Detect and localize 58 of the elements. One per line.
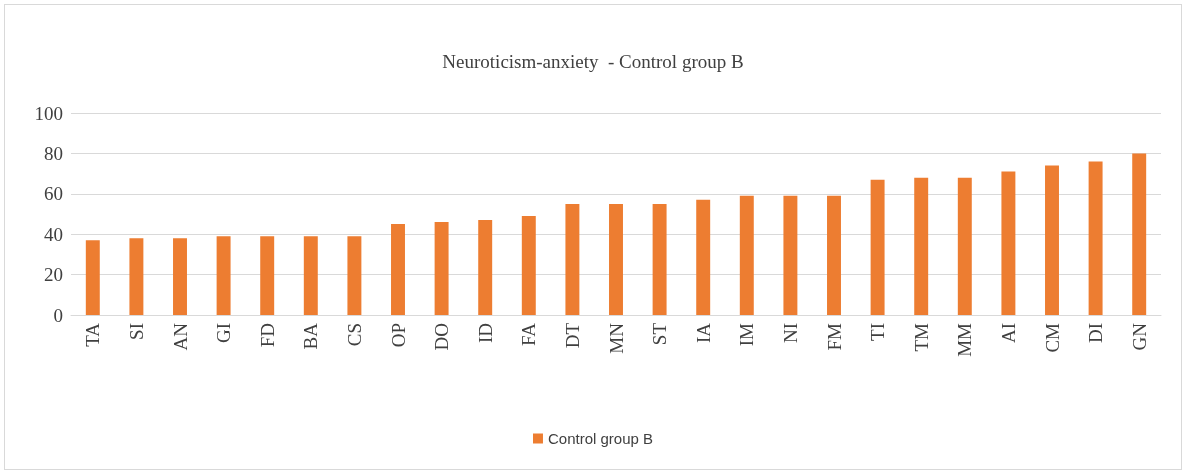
bar — [783, 195, 798, 315]
x-tick-label: AI — [997, 323, 1019, 344]
bar — [216, 236, 231, 315]
y-tick-label: 0 — [53, 304, 63, 326]
x-tick-label: DI — [1085, 323, 1107, 344]
bar — [521, 216, 536, 315]
bar — [478, 220, 493, 315]
x-tick-label: CS — [343, 323, 365, 347]
x-tick-label: CM — [1041, 322, 1063, 353]
x-tick-label: OP — [387, 323, 409, 348]
y-tick-label: 60 — [44, 183, 63, 205]
y-tick-label: 40 — [44, 223, 63, 245]
bar — [260, 236, 275, 315]
bar — [696, 199, 711, 315]
x-tick-label: GN — [1128, 322, 1150, 351]
x-tick-label: FD — [256, 323, 278, 348]
x-tick-label: IA — [692, 322, 714, 344]
bar — [739, 195, 754, 315]
bar — [652, 203, 667, 315]
bar — [303, 236, 318, 315]
x-tick-label: TI — [867, 323, 889, 341]
bar — [347, 236, 362, 315]
bar — [173, 238, 187, 315]
bar — [870, 179, 885, 315]
bar — [1088, 161, 1103, 315]
bar — [565, 203, 580, 315]
x-tick-label: FA — [518, 322, 540, 346]
legend-label: Control group B — [547, 430, 654, 447]
y-tick-label: 100 — [34, 102, 63, 124]
x-tick-label: BA — [300, 322, 322, 350]
bar — [391, 224, 405, 315]
bar — [129, 238, 144, 315]
bar — [434, 222, 449, 315]
chart-title: Neuroticism-anxiety - Control group B — [442, 51, 744, 72]
x-tick-label: NI — [779, 323, 801, 344]
x-tick-label: MN — [605, 322, 627, 354]
x-tick-label: SI — [125, 323, 147, 340]
x-tick-label: IM — [736, 322, 758, 347]
x-tick-label: MM — [954, 322, 976, 357]
x-tick-label: GI — [213, 323, 235, 344]
y-tick-label: 20 — [44, 264, 63, 286]
x-tick-label: DT — [561, 322, 583, 349]
bar — [85, 240, 100, 315]
y-tick-label: 80 — [44, 142, 63, 164]
x-tick-label: TM — [910, 322, 932, 352]
x-tick-label: ST — [649, 322, 671, 346]
x-tick-label: DO — [431, 323, 453, 351]
bar — [1132, 153, 1147, 315]
bar — [957, 177, 972, 315]
bar — [609, 203, 623, 315]
bar — [1001, 171, 1016, 315]
x-tick-label: AN — [169, 322, 191, 351]
x-tick-label: FM — [823, 322, 845, 351]
bar — [827, 195, 841, 315]
bar — [914, 177, 929, 315]
x-tick-label: TA — [82, 322, 104, 347]
bar — [1045, 165, 1059, 315]
x-tick-label: ID — [474, 323, 496, 344]
